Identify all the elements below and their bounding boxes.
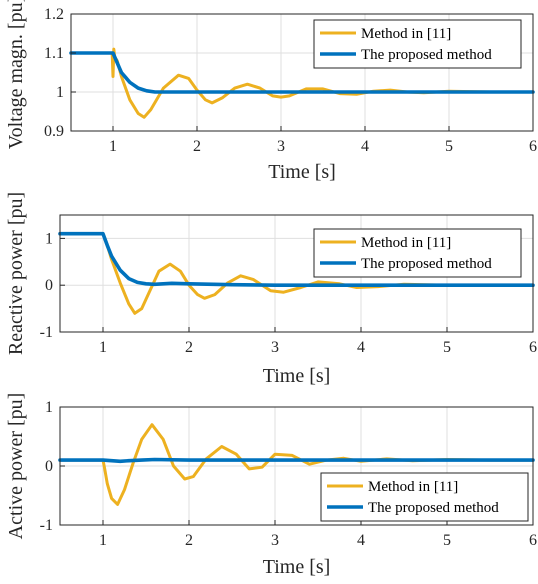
legend: Method in [11] The proposed method: [313, 228, 522, 278]
y-tick-label: 0: [45, 277, 53, 294]
series-line-proposed-method: [58, 457, 535, 464]
legend: Method in [11] The proposed method: [320, 472, 529, 522]
x-tick-label: 2: [193, 138, 201, 155]
legend-label: Method in [11]: [361, 26, 451, 42]
subplot-1: 1 2 3 4 5 6 0.9 1 1.1 1.2 Time [s] Voltage magn. [p…: [5, 0, 537, 183]
x-tick-label: 6: [529, 532, 537, 549]
y-tick-label: 1: [45, 399, 53, 416]
x-tick-label: 4: [357, 532, 365, 549]
legend-label: The proposed method: [361, 256, 492, 272]
subplot-2: 1 2 3 4 5 6 -1 0 1 Time [s] Reactive power [pu] Met…: [5, 192, 537, 387]
x-axis-label: Time [s]: [263, 365, 331, 387]
y-tick-label: 1: [45, 230, 53, 247]
subplot-3: 1 2 3 4 5 6 -1 0 1 Time [s] Active power [pu] Metho…: [5, 393, 537, 578]
y-tick-label: 1.2: [44, 6, 64, 23]
y-axis-label: Active power [pu]: [5, 393, 27, 540]
x-tick-label: 3: [277, 138, 285, 155]
x-tick-label: 1: [99, 339, 107, 356]
legend-label: Method in [11]: [361, 235, 451, 251]
legend-box: [313, 19, 522, 69]
x-tick-label: 2: [185, 532, 193, 549]
x-tick-label: 6: [529, 138, 537, 155]
y-tick-label: 1.1: [44, 45, 64, 62]
y-tick-label: 0.9: [44, 123, 64, 140]
x-axis-label: Time [s]: [263, 556, 331, 578]
x-tick-label: 4: [357, 339, 365, 356]
y-axis-label: Reactive power [pu]: [5, 192, 27, 355]
y-tick-label: -1: [40, 517, 53, 534]
series-line-method-11: [58, 232, 535, 315]
x-tick-label: 5: [445, 138, 453, 155]
y-tick-label: -1: [40, 324, 53, 341]
x-tick-label: 4: [361, 138, 369, 155]
y-tick-label: 0: [45, 458, 53, 475]
legend-label: Method in [11]: [368, 479, 458, 495]
x-tick-label: 3: [271, 532, 279, 549]
x-tick-label: 1: [109, 138, 117, 155]
legend: Method in [11] The proposed method: [313, 19, 522, 69]
legend-label: The proposed method: [368, 500, 499, 516]
legend-box: [313, 228, 522, 278]
series-line-proposed-method: [69, 51, 535, 94]
x-tick-label: 3: [271, 339, 279, 356]
x-tick-label: 6: [529, 339, 537, 356]
x-tick-label: 5: [443, 532, 451, 549]
x-axis-label: Time [s]: [268, 161, 336, 183]
series-line-proposed-method: [58, 231, 535, 288]
x-tick-label: 1: [99, 532, 107, 549]
legend-label: The proposed method: [361, 47, 492, 63]
x-tick-label: 2: [185, 339, 193, 356]
y-tick-label: 1: [56, 84, 64, 101]
y-axis-label: Voltage magn. [pu]: [5, 0, 27, 149]
x-tick-label: 5: [443, 339, 451, 356]
axes-box: [70, 13, 534, 132]
legend-box: [320, 472, 529, 522]
axes-box: [59, 214, 534, 333]
